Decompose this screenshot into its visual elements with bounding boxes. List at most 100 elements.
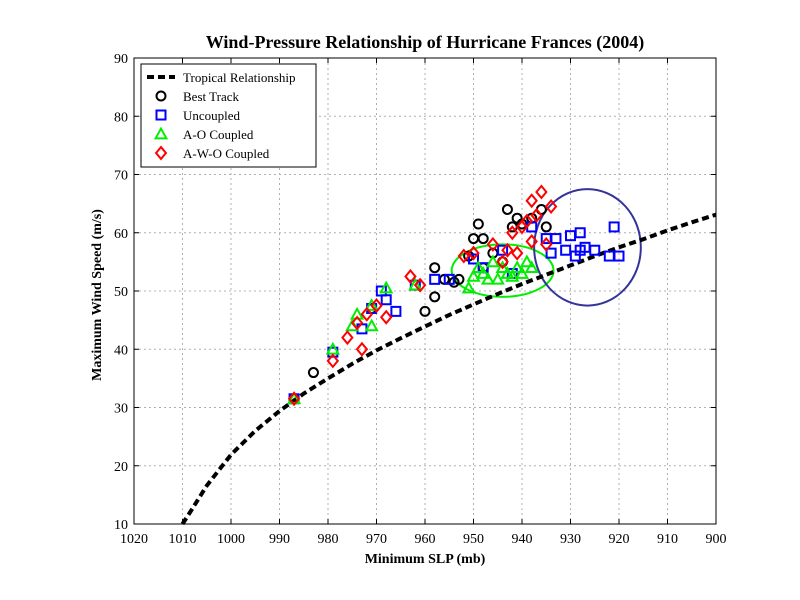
x-tick-label: 920 — [609, 532, 630, 547]
x-tick-label: 1020 — [120, 532, 148, 547]
a-o-coupled-point — [505, 268, 520, 282]
a-w-o-coupled-point — [525, 233, 538, 249]
a-w-o-coupled-point — [287, 391, 301, 407]
legend: Tropical Relationship Best Track Uncoupled… — [140, 63, 317, 168]
ticks: 1020 1010 1000 990 980 970 960 950 940 930 920 910 9… — [114, 52, 727, 547]
highlight-ellipse — [450, 243, 555, 298]
legend-label-uncoupled: Uncoupled — [183, 108, 241, 123]
x-tick-label: 960 — [415, 532, 436, 547]
uncoupled-point — [550, 233, 562, 245]
legend-swatch-a-w-o-coupled — [154, 145, 168, 161]
a-w-o-coupled-point — [350, 315, 364, 331]
y-axis-label: Maximum Wind Speed (m/s) — [90, 209, 105, 381]
a-w-o-coupled-point — [501, 242, 514, 258]
x-tick-label: 970 — [366, 532, 387, 547]
legend-label-a-o-coupled: A-O Coupled — [183, 127, 254, 142]
a-w-o-coupled-point — [510, 245, 524, 261]
a-o-coupled-point — [364, 318, 379, 332]
uncoupled-point — [574, 227, 586, 239]
y-tick-label: 80 — [114, 110, 128, 125]
a-w-o-coupled-point — [525, 193, 538, 209]
x-tick-label: 990 — [269, 532, 290, 547]
best-track-point — [307, 367, 319, 379]
y-tick-label: 60 — [114, 227, 128, 242]
best-track-point — [472, 218, 484, 230]
annotations — [450, 188, 642, 307]
a-w-o-coupled-point — [467, 245, 480, 261]
x-axis-label: Minimum SLP (mb) — [365, 552, 486, 567]
a-w-o-coupled-point — [457, 248, 471, 264]
a-w-o-coupled-point — [535, 184, 548, 200]
a-o-coupled-point — [495, 260, 510, 274]
x-tick-label: 1000 — [217, 532, 245, 547]
a-o-coupled-point — [466, 268, 481, 282]
x-tick-label: 950 — [463, 532, 484, 547]
best-track-point — [419, 305, 431, 317]
legend-box — [140, 63, 317, 168]
uncoupled-point — [380, 294, 392, 306]
uncoupled-point — [613, 250, 625, 262]
a-w-o-coupled-point — [413, 277, 427, 293]
y-tick-label: 70 — [114, 169, 128, 184]
legend-swatch-best-track — [155, 90, 167, 102]
x-tick-label: 930 — [560, 532, 581, 547]
a-w-o-coupled-point — [544, 199, 558, 215]
series-layer — [180, 184, 717, 526]
a-w-o-coupled-point — [530, 207, 543, 223]
a-o-coupled-point — [480, 271, 496, 285]
uncoupled-point — [429, 273, 441, 285]
uncoupled-point — [589, 244, 601, 256]
a-w-o-coupled-point — [506, 225, 519, 241]
a-w-o-coupled-point — [486, 236, 500, 252]
a-w-o-coupled-point — [404, 268, 417, 284]
y-tick-label: 50 — [114, 285, 128, 300]
x-tick-label: 910 — [657, 532, 678, 547]
a-o-coupled-point — [471, 260, 486, 274]
uncoupled-point — [608, 221, 620, 233]
a-o-coupled-point — [524, 260, 539, 274]
a-w-o-coupled-point — [326, 353, 340, 369]
uncoupled-point — [468, 253, 479, 265]
y-tick-label: 40 — [114, 343, 128, 358]
series-tropical-relationship — [180, 212, 717, 526]
best-track-point — [429, 291, 441, 303]
a-w-o-coupled-point — [496, 254, 509, 270]
highlight-ellipse — [533, 188, 642, 307]
legend-swatch-a-o-coupled — [153, 126, 169, 140]
uncoupled-point — [443, 273, 455, 285]
uncoupled-point — [390, 305, 402, 317]
a-w-o-coupled-point — [341, 330, 354, 346]
series-a-w-o-coupled — [287, 184, 558, 407]
a-o-coupled-point — [485, 254, 500, 268]
a-o-coupled-point — [379, 280, 394, 294]
a-w-o-coupled-point — [520, 213, 534, 229]
series-a-o-coupled — [286, 254, 539, 405]
x-tick-label: 940 — [512, 532, 533, 547]
x-tick-label: 1010 — [169, 532, 197, 547]
y-tick-label: 90 — [114, 52, 128, 67]
a-w-o-coupled-point — [379, 309, 393, 325]
legend-label-a-w-o-coupled: A-W-O Coupled — [183, 146, 270, 161]
tropical-relationship-curve — [180, 212, 717, 526]
legend-label-tropical-relationship: Tropical Relationship — [183, 70, 296, 85]
best-track-point — [477, 233, 489, 245]
uncoupled-point — [545, 247, 557, 259]
a-o-coupled-point — [286, 391, 302, 405]
best-track-point — [429, 262, 441, 274]
a-o-coupled-point — [519, 254, 534, 268]
a-o-coupled-point — [408, 277, 423, 291]
best-track-point — [540, 221, 552, 233]
a-o-coupled-point — [364, 298, 379, 311]
legend-label-best-track: Best Track — [183, 89, 239, 104]
chart-title: Wind-Pressure Relationship of Hurricane … — [206, 32, 644, 53]
a-o-coupled-point — [476, 266, 491, 279]
y-tick-label: 20 — [114, 460, 128, 475]
a-w-o-coupled-point — [539, 236, 553, 252]
x-tick-label: 980 — [318, 532, 339, 547]
a-o-coupled-point — [461, 280, 476, 294]
a-w-o-coupled-point — [360, 306, 374, 322]
best-track-point — [501, 203, 513, 215]
uncoupled-point — [560, 244, 572, 256]
